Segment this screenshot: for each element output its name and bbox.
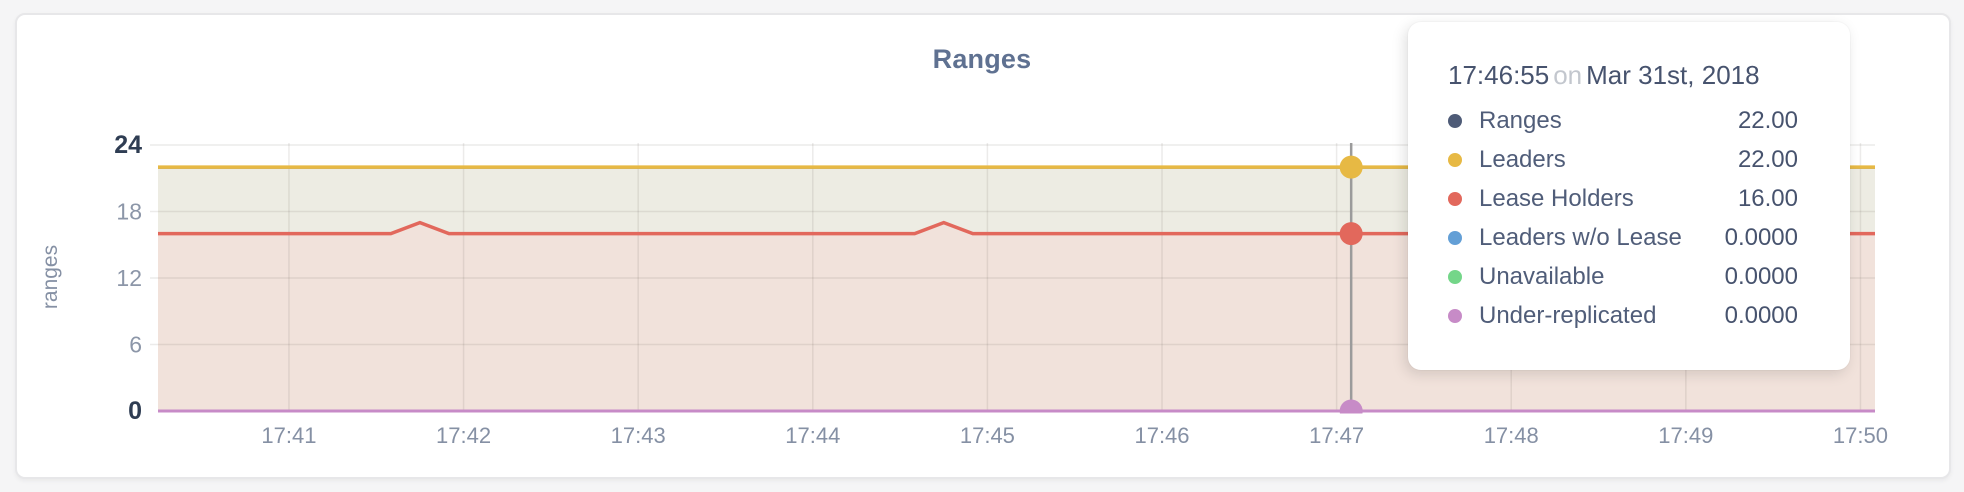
y-tick-label: 24	[114, 131, 142, 159]
x-tick-label: 17:47	[1309, 423, 1364, 448]
tooltip-row-unavailable: Unavailable 0.0000	[1448, 257, 1798, 296]
tooltip-series-value: 22.00	[1737, 145, 1798, 173]
tooltip-series-label: Ranges	[1479, 106, 1562, 134]
lease-holders-line	[158, 220, 1875, 236]
tooltip-row-under-replicated: Under-replicated 0.0000	[1448, 296, 1798, 335]
tooltip-series-label: Leaders	[1479, 145, 1566, 173]
tooltip-time: 17:46:55	[1448, 60, 1550, 90]
tooltip-date: Mar 31st, 2018	[1586, 60, 1760, 90]
lease-holders-series-dot-icon	[1448, 191, 1462, 206]
tooltip-series-label: Leaders w/o Lease	[1479, 223, 1682, 251]
tooltip-series-value: 16.00	[1737, 184, 1798, 212]
hover-dot-under-replicated	[1339, 399, 1363, 414]
x-tick-label: 17:42	[436, 423, 491, 448]
tooltip-on-word: on	[1553, 60, 1583, 90]
chart-title: Ranges	[932, 44, 1032, 74]
x-tick-label: 17:48	[1484, 423, 1539, 448]
x-tick-label: 17:45	[960, 423, 1015, 448]
tooltip-series-label: Unavailable	[1479, 262, 1605, 290]
tooltip-series-label: Lease Holders	[1479, 184, 1634, 212]
tooltip-rows: Ranges 22.00 Leaders 22.00 Lease Holders 16.0…	[1448, 101, 1798, 335]
tooltip-row-lease-holders: Lease Holders 16.00	[1448, 179, 1798, 218]
x-tick-label: 17:43	[611, 423, 666, 448]
tooltip-header: 17:46:55 on Mar 31st, 2018	[1448, 58, 1798, 92]
y-tick-label: 12	[116, 265, 142, 291]
y-tick-label: 6	[129, 332, 142, 358]
leaders-series-dot-icon	[1448, 152, 1462, 167]
hover-dot-lease-holders	[1339, 222, 1363, 246]
tooltip-series-value: 0.0000	[1724, 223, 1798, 251]
ranges-series-dot-icon	[1448, 113, 1462, 128]
y-tick-label: 18	[116, 199, 142, 225]
x-tick-label: 17:46	[1134, 423, 1189, 448]
hover-dot-leaders	[1339, 155, 1363, 179]
unavailable-series-dot-icon	[1448, 269, 1462, 284]
y-tick-label: 0	[128, 397, 142, 425]
x-tick-label: 17:50	[1833, 423, 1888, 448]
y-axis-label: ranges	[39, 245, 62, 309]
under-replicated-series-dot-icon	[1448, 308, 1462, 323]
tooltip-series-value: 0.0000	[1724, 262, 1798, 290]
tooltip-series-label: Under-replicated	[1479, 301, 1657, 329]
x-tick-label: 17:44	[785, 423, 840, 448]
tooltip-row-leaders-w-o-lease: Leaders w/o Lease 0.0000	[1448, 218, 1798, 257]
chart-tooltip: 17:46:55 on Mar 31st, 2018 Ranges 22.00 Lead…	[1408, 22, 1850, 370]
tooltip-series-value: 22.00	[1737, 106, 1798, 134]
tooltip-row-ranges: Ranges 22.00	[1448, 101, 1798, 140]
tooltip-series-value: 0.0000	[1724, 301, 1798, 329]
tooltip-row-leaders: Leaders 22.00	[1448, 140, 1798, 179]
leaders-w-o-lease-series-dot-icon	[1448, 230, 1462, 245]
x-tick-label: 17:41	[261, 423, 316, 448]
x-tick-label: 17:49	[1658, 423, 1713, 448]
